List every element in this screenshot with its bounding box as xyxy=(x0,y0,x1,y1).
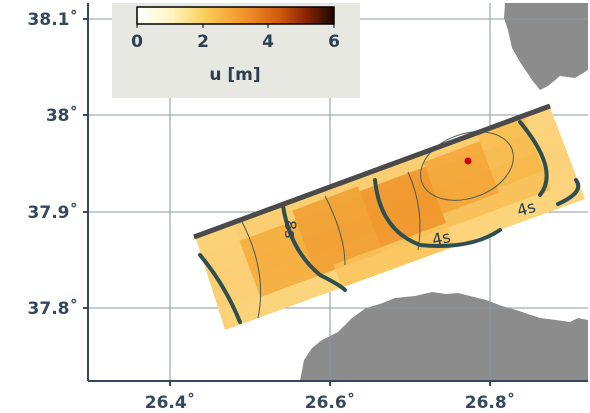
contour-label-4s-south: 4s xyxy=(430,227,452,249)
land-northeast xyxy=(504,3,588,90)
fault-trace xyxy=(193,103,551,240)
y-tick-38: 38˚ xyxy=(46,104,78,126)
contour-4s-south xyxy=(373,178,502,248)
x-tick-26-8: 26.8˚ xyxy=(465,391,515,413)
contour-label-4s-east: 4s xyxy=(515,197,538,220)
contour-4s-east xyxy=(518,120,581,206)
colorbar-label: u [m] xyxy=(209,65,260,85)
slip-distribution xyxy=(195,105,585,330)
epicenter-marker xyxy=(464,157,472,165)
y-tick-38-1: 38.1˚ xyxy=(28,8,78,30)
colorbar-tick-0: 0 xyxy=(131,32,143,52)
contour-8s xyxy=(281,204,347,292)
axes-frame xyxy=(87,3,588,382)
rupture-contours-thin xyxy=(239,131,514,319)
colorbar-tick-4: 4 xyxy=(262,32,274,52)
colorbar xyxy=(136,6,335,25)
colorbar-tick-6: 6 xyxy=(328,32,340,52)
colorbar-tick-2: 2 xyxy=(197,32,209,52)
contour-label-8s: 8s xyxy=(281,220,300,239)
axis-ticks xyxy=(83,18,491,386)
rupture-contours-thick xyxy=(198,120,581,324)
y-tick-37-8: 37.8˚ xyxy=(28,297,78,319)
colorbar-ticks xyxy=(136,24,335,28)
y-tick-37-9: 37.9˚ xyxy=(28,201,78,223)
x-tick-26-6: 26.6˚ xyxy=(305,391,355,413)
land-south xyxy=(300,292,588,381)
contour-12s xyxy=(198,253,242,324)
x-tick-26-4: 26.4˚ xyxy=(145,391,195,413)
